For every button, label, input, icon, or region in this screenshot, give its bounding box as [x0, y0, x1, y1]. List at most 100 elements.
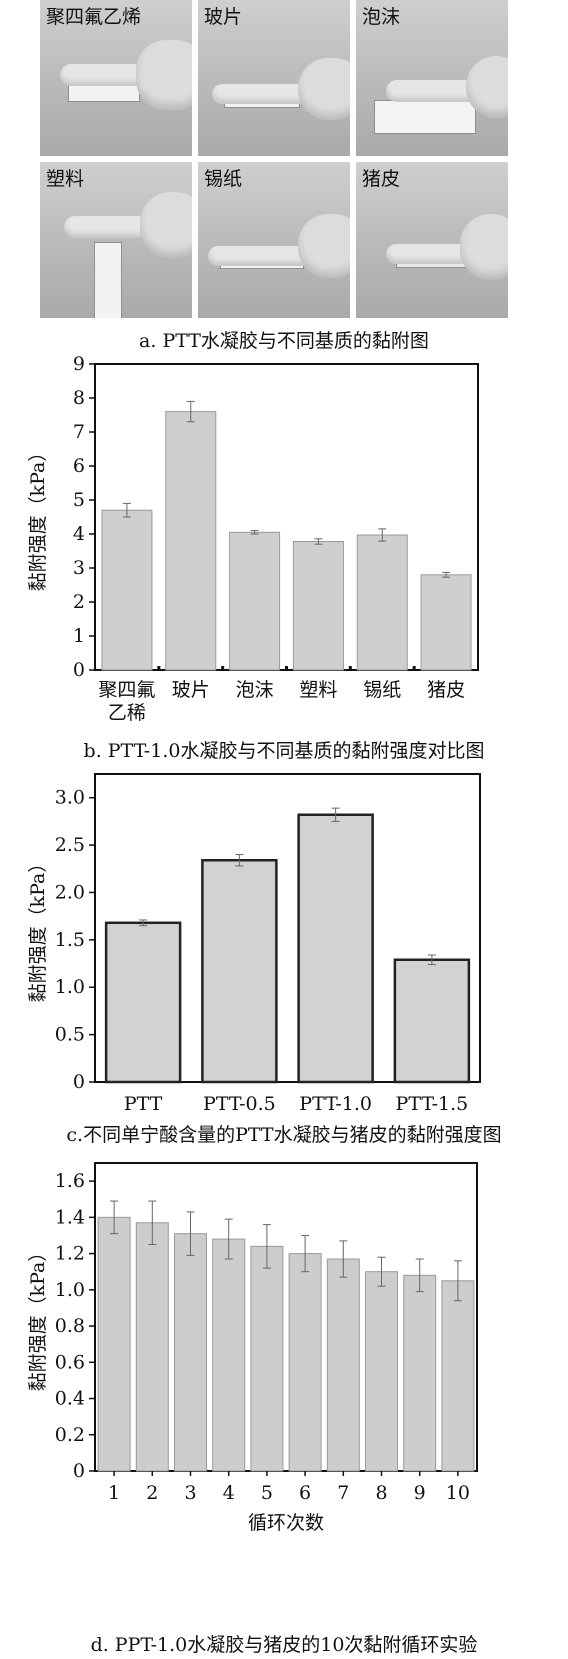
y-tick-label: 0 [73, 1460, 85, 1482]
bar [292, 540, 344, 671]
photo-plastic: 塑料 [40, 162, 192, 318]
x-tick-label: 泡沫 [236, 679, 274, 701]
photo-label: 锡纸 [204, 168, 243, 190]
y-axis-label: 黏附强度（kPa） [27, 1243, 49, 1392]
y-tick-label: 2 [73, 591, 85, 613]
x-tick-label: 2 [146, 1482, 158, 1504]
hand-palm [466, 56, 508, 118]
x-tick-label: 7 [337, 1482, 349, 1504]
x-tick-label: PTT-1.5 [396, 1093, 469, 1115]
hand-palm [298, 214, 350, 278]
chart-d-cycle-adhesion: 0 0.2 0.4 0.6 0.8 1.0 1.2 1.4 1.6 黏附强度（kPa） 1 2 3 4 5 6… [27, 1162, 478, 1534]
plot-frame [94, 773, 481, 1083]
x-tick-label: 10 [446, 1482, 470, 1504]
y-tick-label: 7 [73, 421, 85, 443]
hand-palm [136, 40, 192, 110]
bar [135, 1222, 169, 1472]
bar [288, 1253, 322, 1472]
bar [250, 1245, 284, 1472]
y-tick-label: 1.6 [55, 1170, 85, 1192]
bar [356, 534, 408, 671]
bar [101, 509, 153, 671]
y-tick-label: 4 [73, 523, 85, 545]
bar [104, 921, 182, 1084]
bar [229, 531, 281, 671]
bar [365, 1271, 398, 1472]
bar [97, 1216, 131, 1472]
y-tick-label: 1.0 [55, 976, 85, 998]
photo-glass: 玻片 [198, 0, 350, 156]
photo-label: 泡沫 [362, 6, 401, 28]
bar [441, 1280, 475, 1472]
x-tick-label: 玻片 [172, 679, 210, 701]
bar [165, 411, 217, 671]
y-tick-label: 8 [73, 387, 85, 409]
chart-c-tannic-acid-adhesion: 0 0.5 1.0 1.5 2.0 2.5 3.0 黏附强度（kPa） PTT PTT-0.5 PT… [27, 773, 481, 1115]
y-tick-label: 5 [73, 489, 85, 511]
y-axis-label: 黏附强度（kPa） [27, 854, 49, 1003]
x-tick-label: 1 [108, 1482, 120, 1504]
y-tick-label: 0 [73, 659, 85, 681]
photo-label: 猪皮 [362, 168, 401, 190]
bar [403, 1274, 437, 1472]
x-tick-label: PTT [124, 1093, 163, 1115]
photo-foil: 锡纸 [198, 162, 350, 318]
x-tick-label: 3 [184, 1482, 196, 1504]
hand-palm [298, 58, 350, 120]
x-tick-label: 4 [223, 1482, 235, 1504]
bar [393, 958, 471, 1084]
y-tick-label: 1.2 [55, 1243, 85, 1265]
y-tick-label: 0 [73, 1071, 85, 1093]
x-tick-label: 猪皮 [427, 679, 465, 701]
bar [174, 1233, 207, 1472]
x-tick-label: 塑料 [299, 679, 337, 701]
photo-ptfe: 聚四氟乙烯 [40, 0, 192, 156]
bar [212, 1238, 246, 1472]
x-tick-label: PTT-1.0 [299, 1093, 372, 1115]
hand-palm [460, 214, 508, 280]
x-tick-label: 9 [414, 1482, 426, 1504]
x-tick-label: PTT-0.5 [203, 1093, 276, 1115]
y-tick-label: 2.0 [55, 881, 85, 903]
y-axis-label: 黏附强度（kPa） [27, 443, 49, 592]
bar [420, 574, 472, 671]
y-tick-label: 0.6 [55, 1351, 85, 1373]
y-tick-label: 3 [73, 557, 85, 579]
y-tick-label: 0.4 [55, 1388, 85, 1410]
y-tick-label: 9 [73, 353, 85, 375]
x-tick-label-line: 聚四氟 [98, 679, 155, 701]
caption-a: a. PTT水凝胶与不同基质的黏附图 [139, 330, 429, 352]
photo-label: 聚四氟乙烯 [46, 6, 142, 28]
substrate-photo-grid: 聚四氟乙烯 玻片 泡沫 塑料 锡纸 猪皮 [40, 0, 540, 330]
x-tick-label: 锡纸 [363, 679, 401, 701]
y-tick-label: 6 [73, 455, 85, 477]
y-tick-label: 0.2 [55, 1424, 85, 1446]
photo-foam: 泡沫 [356, 0, 508, 156]
y-tick-label: 1.4 [55, 1206, 85, 1228]
bar [297, 813, 374, 1084]
x-tick-label-line: 乙稀 [108, 702, 146, 724]
y-tick-label: 0.8 [55, 1315, 85, 1337]
caption-b: b. PTT-1.0水凝胶与不同基质的黏附强度对比图 [83, 740, 485, 762]
x-tick-label: 6 [299, 1482, 311, 1504]
substrate-sample [94, 242, 122, 318]
y-tick-label: 1.0 [55, 1279, 85, 1301]
photo-pigskin: 猪皮 [356, 162, 508, 318]
x-tick-label: 聚四氟乙稀 [98, 679, 155, 724]
x-tick-label: 8 [375, 1482, 387, 1504]
plot-frame [94, 363, 479, 671]
caption-c: c.不同单宁酸含量的PTT水凝胶与猪皮的黏附强度图 [66, 1124, 502, 1146]
y-tick-label: 0.5 [55, 1024, 85, 1046]
substrate-sample [68, 84, 140, 102]
y-tick-label: 1 [73, 625, 85, 647]
hand-palm [140, 192, 192, 258]
y-tick-label: 3.0 [55, 787, 85, 809]
substrate-sample [374, 100, 476, 134]
plot-frame [94, 1162, 478, 1472]
x-axis-label: 循环次数 [248, 1512, 324, 1534]
bar [201, 858, 278, 1084]
y-tick-label: 1.5 [55, 929, 85, 951]
caption-d: d. PPT-1.0水凝胶与猪皮的10次黏附循环实验 [90, 1634, 478, 1656]
photo-label: 玻片 [204, 6, 243, 28]
